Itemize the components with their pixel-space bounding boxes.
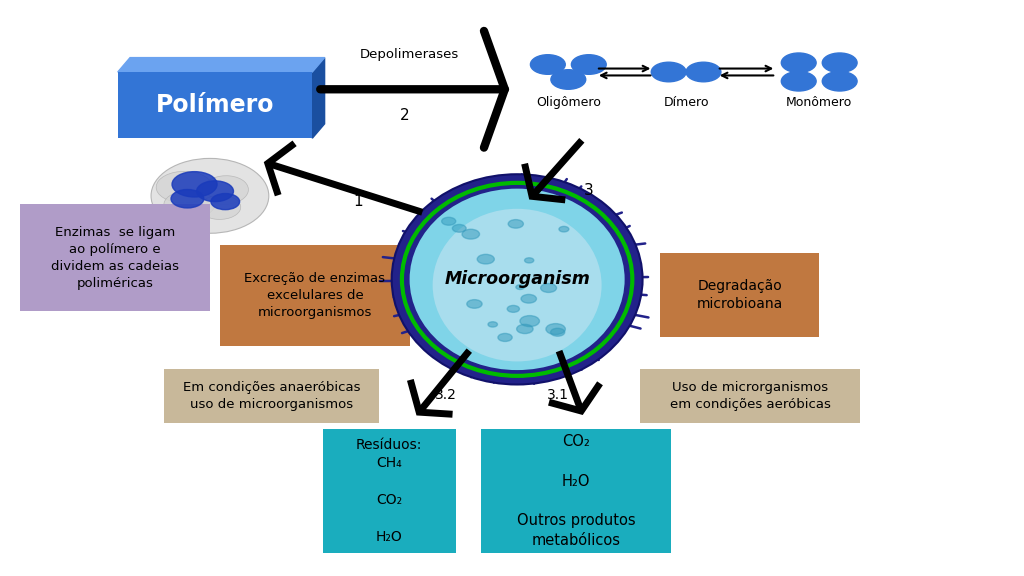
Circle shape: [517, 324, 534, 334]
Text: Excreção de enzimas
excelulares de
microorganismos: Excreção de enzimas excelulares de micro…: [245, 272, 385, 319]
Ellipse shape: [432, 209, 602, 362]
Circle shape: [781, 71, 816, 91]
Ellipse shape: [157, 172, 212, 203]
Circle shape: [197, 181, 233, 202]
Circle shape: [516, 285, 524, 290]
Text: CO₂

H₂O

Outros produtos
metabólicos: CO₂ H₂O Outros produtos metabólicos: [517, 434, 635, 548]
Text: 3.2: 3.2: [434, 388, 457, 401]
Circle shape: [211, 194, 240, 210]
Text: Dímero: Dímero: [664, 96, 709, 109]
Circle shape: [651, 62, 686, 82]
Circle shape: [441, 217, 456, 225]
Text: Monômero: Monômero: [786, 96, 852, 109]
FancyBboxPatch shape: [323, 429, 456, 553]
Circle shape: [546, 324, 565, 335]
Ellipse shape: [152, 158, 268, 233]
Ellipse shape: [164, 191, 215, 218]
Circle shape: [507, 305, 519, 312]
Circle shape: [477, 255, 495, 264]
FancyBboxPatch shape: [481, 429, 671, 553]
Text: 3: 3: [584, 183, 594, 198]
FancyBboxPatch shape: [660, 253, 819, 337]
Circle shape: [781, 53, 816, 73]
Text: Degradação
microbioana: Degradação microbioana: [696, 279, 783, 312]
Text: 2: 2: [399, 108, 410, 123]
FancyBboxPatch shape: [164, 369, 379, 423]
Circle shape: [822, 71, 857, 91]
Circle shape: [462, 229, 479, 239]
Text: Microorganism: Microorganism: [444, 270, 590, 289]
Polygon shape: [118, 58, 325, 72]
Circle shape: [551, 328, 565, 336]
Text: Uso de microrganismos
em condições aeróbicas: Uso de microrganismos em condições aerób…: [670, 381, 830, 411]
Circle shape: [453, 225, 466, 232]
Circle shape: [530, 55, 565, 74]
Circle shape: [686, 62, 721, 82]
Circle shape: [541, 283, 556, 293]
FancyBboxPatch shape: [220, 245, 410, 346]
Circle shape: [822, 53, 857, 73]
Text: Em condições anaeróbicas
uso de microorganismos: Em condições anaeróbicas uso de microorg…: [182, 381, 360, 411]
Circle shape: [551, 70, 586, 89]
FancyBboxPatch shape: [20, 204, 210, 311]
Text: Oligômero: Oligômero: [536, 96, 601, 109]
Ellipse shape: [391, 175, 643, 385]
Circle shape: [524, 258, 534, 263]
Circle shape: [171, 190, 204, 208]
Text: Enzimas  se ligam
ao polímero e
dividem as cadeias
poliméricas: Enzimas se ligam ao polímero e dividem a…: [51, 226, 179, 290]
Circle shape: [467, 300, 482, 308]
Text: Resíduos:
CH₄

CO₂

H₂O: Resíduos: CH₄ CO₂ H₂O: [356, 438, 422, 544]
Circle shape: [559, 226, 569, 232]
Text: Depolimerases: Depolimerases: [360, 48, 459, 61]
Polygon shape: [312, 58, 325, 138]
Text: 3.1: 3.1: [547, 388, 569, 401]
Circle shape: [488, 322, 498, 327]
Ellipse shape: [200, 195, 241, 219]
Circle shape: [172, 172, 217, 197]
Ellipse shape: [410, 189, 625, 370]
Text: Polímero: Polímero: [156, 93, 274, 117]
Circle shape: [521, 294, 537, 303]
Circle shape: [520, 316, 540, 327]
FancyBboxPatch shape: [118, 72, 312, 138]
Ellipse shape: [202, 176, 249, 204]
Circle shape: [498, 334, 512, 342]
FancyBboxPatch shape: [640, 369, 860, 423]
Circle shape: [571, 55, 606, 74]
Circle shape: [508, 219, 523, 228]
Text: 1: 1: [353, 194, 364, 209]
